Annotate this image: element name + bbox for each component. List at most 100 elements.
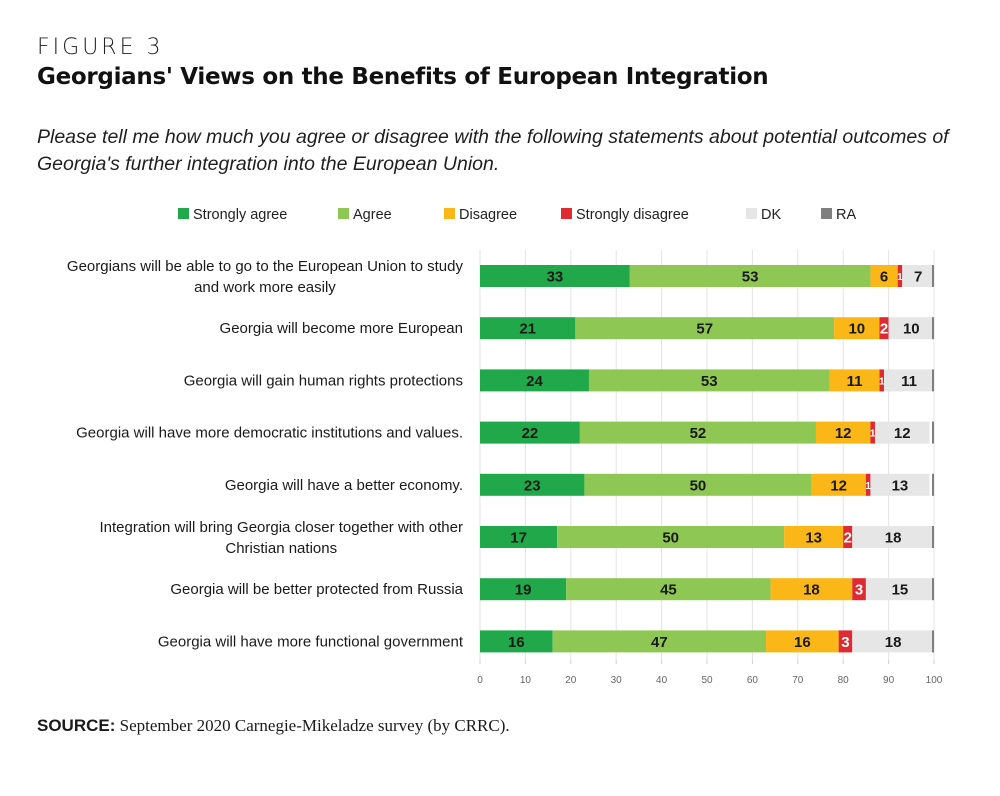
data-label: 16 — [794, 634, 811, 651]
stacked-bar-chart: Strongly agree Agree Disagree Strongly disa… — [67, 207, 943, 686]
data-label: 18 — [885, 634, 902, 651]
bar-segment — [815, 421, 871, 444]
legend-item: RA — [821, 207, 856, 223]
legend-swatch — [178, 208, 189, 219]
data-label: 53 — [742, 269, 759, 286]
data-label: 21 — [519, 321, 536, 338]
data-label: 52 — [690, 425, 707, 442]
bar-segment — [865, 473, 871, 496]
category-label-line: Georgia will have more democratic instit… — [76, 425, 463, 442]
data-label: 47 — [651, 634, 668, 651]
x-tick-label: 40 — [656, 675, 668, 686]
data-label: 19 — [515, 582, 532, 599]
bar-segment — [480, 369, 589, 392]
bar-segment — [480, 630, 553, 653]
bar-segment — [480, 317, 576, 340]
bar-segment — [584, 473, 812, 496]
legend-swatch — [746, 208, 757, 219]
legend-swatch — [444, 208, 455, 219]
bar-segment — [888, 317, 934, 340]
data-label: 53 — [701, 373, 718, 390]
data-label: 11 — [847, 373, 863, 390]
bar-segment — [480, 421, 580, 444]
category-label-line: Georgia will gain human rights protectio… — [184, 372, 463, 389]
bar-segment — [852, 526, 934, 548]
bar-row: 16 47 16 3 18 — [480, 630, 934, 653]
bar-segment — [870, 421, 875, 444]
category-label: Georgians will be able to go to the Euro… — [67, 258, 464, 296]
bar-segment — [829, 369, 880, 392]
bar-segment — [897, 265, 903, 287]
bar-segment — [557, 526, 785, 548]
bar-segment — [480, 578, 567, 601]
bar-segment — [852, 578, 866, 601]
data-label: 23 — [524, 477, 541, 494]
bar-row: 17 50 13 2 18 — [480, 526, 934, 548]
category-label: Georgia will become more European — [220, 320, 463, 337]
data-label: 50 — [690, 477, 707, 494]
x-tick-label: 50 — [701, 675, 713, 686]
bar-segment — [579, 421, 816, 444]
data-label: 1 — [870, 429, 876, 440]
legend-swatch — [561, 208, 572, 219]
bar-segment-ra — [932, 473, 934, 496]
category-label: Georgia will have a better economy. — [225, 477, 463, 494]
data-label: 24 — [526, 373, 543, 390]
bar-segment — [552, 630, 767, 653]
bar-segment — [834, 317, 880, 340]
bar-segment — [870, 265, 898, 287]
source-text: September 2020 Carnegie-Mikeladze survey… — [119, 716, 510, 735]
data-label: 10 — [848, 321, 865, 338]
legend-label: Strongly agree — [193, 207, 287, 223]
data-label: 12 — [835, 425, 852, 442]
bar-row: 23 50 12 1 13 — [480, 473, 934, 496]
x-tick-label: 100 — [926, 675, 943, 686]
category-label-line: Integration will bring Georgia closer to… — [99, 519, 463, 536]
bar-segment — [770, 578, 853, 601]
bar-row: 33 53 6 1 7 — [480, 265, 934, 287]
legend-label: Disagree — [459, 207, 517, 223]
x-tick-label: 90 — [883, 675, 895, 686]
legend-item: Disagree — [444, 207, 517, 223]
x-tick-label: 10 — [520, 675, 532, 686]
bar-segment-ra — [932, 578, 934, 601]
data-label: 15 — [892, 582, 909, 599]
category-labels: Georgians will be able to go to the Euro… — [67, 258, 464, 650]
category-label-line: Christian nations — [225, 540, 337, 557]
bar-segment — [811, 473, 866, 496]
bar-row: 22 52 12 1 12 — [480, 421, 934, 444]
legend-swatch — [338, 208, 349, 219]
legend-item: DK — [746, 207, 781, 223]
bar-row: 19 45 18 3 15 — [480, 578, 934, 601]
category-label: Georgia will be better protected from Ru… — [170, 581, 463, 598]
category-label: Georgia will gain human rights protectio… — [184, 372, 463, 389]
bar-segment — [588, 369, 830, 392]
bar-segment — [575, 317, 835, 340]
bar-segment — [879, 369, 885, 392]
bar-segment — [838, 630, 853, 653]
bar-segment — [843, 526, 853, 548]
data-label: 3 — [855, 582, 863, 599]
bar-segment — [784, 526, 844, 548]
figure-label: FIGURE 3 — [37, 35, 164, 60]
data-label: 2 — [880, 321, 888, 338]
category-label: Integration will bring Georgia closer to… — [99, 519, 463, 557]
data-label: 16 — [508, 634, 525, 651]
legend-item: Strongly agree — [178, 207, 287, 223]
legend-swatch — [821, 208, 832, 219]
legend-label: DK — [761, 207, 781, 223]
bar-segment — [884, 369, 934, 392]
bar-segment-ra — [932, 265, 934, 287]
data-label: 6 — [880, 269, 888, 286]
bar-segment — [874, 421, 930, 444]
data-label: 11 — [901, 373, 917, 390]
category-label: Georgia will have more functional govern… — [158, 633, 464, 650]
data-label: 22 — [522, 425, 539, 442]
bar-segment — [480, 265, 630, 287]
category-label-line: Georgia will become more European — [220, 320, 463, 337]
bar-segment — [566, 578, 771, 601]
bar-segment — [852, 630, 934, 653]
category-label-line: Georgians will be able to go to the Euro… — [67, 258, 464, 275]
bar-segment — [870, 473, 930, 496]
category-label-line: Georgia will have a better economy. — [225, 477, 463, 494]
